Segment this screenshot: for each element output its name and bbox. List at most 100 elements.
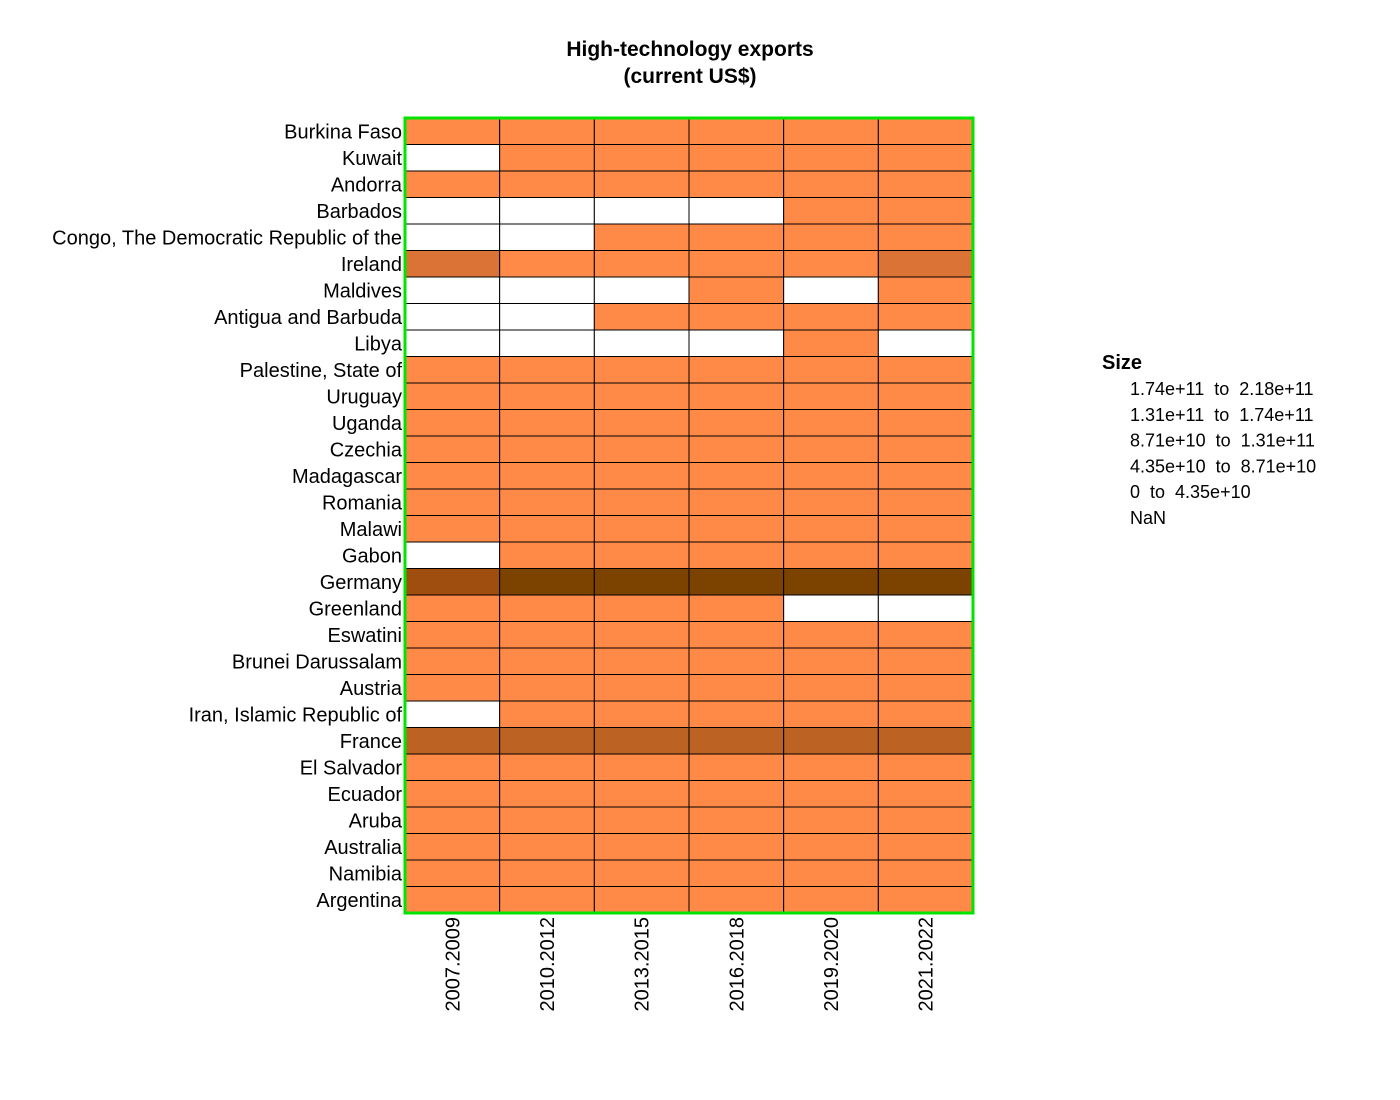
heatmap-cell <box>688 276 785 304</box>
heatmap-cell <box>688 250 785 278</box>
heatmap-cell <box>688 329 785 357</box>
heatmap-cell <box>877 409 974 437</box>
row-label: Eswatini <box>328 625 402 647</box>
heatmap-cell <box>499 144 595 172</box>
heatmap-cell <box>783 462 879 490</box>
heatmap-cell <box>404 250 501 278</box>
legend-item: NaN <box>1130 508 1166 528</box>
heatmap-cell <box>688 621 785 649</box>
heatmap-cell <box>688 515 785 543</box>
heatmap-cell <box>688 197 785 225</box>
heatmap-cell <box>404 700 501 728</box>
heatmap-cell <box>688 859 785 887</box>
heatmap-cell <box>783 382 879 410</box>
row-label: Antigua and Barbuda <box>214 307 403 329</box>
heatmap-cell <box>783 329 879 357</box>
heatmap-cell <box>593 435 690 463</box>
legend-item: 8.71e+10 to 1.31e+11 <box>1130 431 1315 451</box>
heatmap-cell <box>499 435 595 463</box>
heatmap-cell <box>593 197 690 225</box>
heatmap-cell <box>688 806 785 834</box>
row-label: Greenland <box>309 598 402 620</box>
heatmap-cell <box>783 303 879 331</box>
heatmap-cell <box>877 833 974 861</box>
heatmap-cell <box>404 329 501 357</box>
heatmap-cell <box>593 594 690 622</box>
heatmap-cell <box>593 250 690 278</box>
heatmap-cell <box>877 356 974 384</box>
heatmap-cell <box>593 303 690 331</box>
heatmap-cell <box>783 594 879 622</box>
legend-item: 4.35e+10 to 8.71e+10 <box>1130 456 1316 476</box>
heatmap-cell <box>783 170 879 198</box>
column-label: 2016.2018 <box>726 917 748 1012</box>
heatmap-cell <box>499 197 595 225</box>
row-label: Libya <box>354 333 403 355</box>
heatmap-cell <box>877 197 974 225</box>
heatmap-cell <box>499 250 595 278</box>
heatmap-cell <box>593 674 690 702</box>
heatmap-cell <box>593 727 690 755</box>
heatmap-cell <box>499 117 595 145</box>
heatmap-cell <box>593 859 690 887</box>
column-label: 2021.2022 <box>916 917 938 1012</box>
heatmap-cell <box>877 462 974 490</box>
heatmap-cell <box>404 488 501 516</box>
heatmap-cell <box>404 144 501 172</box>
heatmap-cell <box>877 488 974 516</box>
heatmap-cell <box>783 621 879 649</box>
heatmap-cell <box>404 594 501 622</box>
heatmap-cell <box>877 568 974 596</box>
heatmap-cell <box>688 886 785 914</box>
heatmap-cell <box>404 674 501 702</box>
heatmap-cell <box>688 409 785 437</box>
heatmap-cell <box>783 356 879 384</box>
row-label: Palestine, State of <box>240 360 403 382</box>
heatmap-cell <box>877 117 974 145</box>
column-labels: 2007.2009 2010.2012 2013.2015 2016.2018 2019… <box>442 917 937 1012</box>
heatmap-cell <box>783 780 879 808</box>
heatmap-cell <box>404 806 501 834</box>
heatmap-cell <box>404 568 501 596</box>
row-labels: Burkina Faso Kuwait Andorra Barbados Congo, … <box>52 121 403 912</box>
heatmap-cell <box>499 541 595 569</box>
heatmap-cell <box>499 515 595 543</box>
row-label: Andorra <box>331 174 403 196</box>
heatmap-cell <box>593 515 690 543</box>
heatmap-cell <box>593 806 690 834</box>
heatmap-cell <box>404 859 501 887</box>
heatmap-cell <box>404 541 501 569</box>
heatmap-cell <box>593 886 690 914</box>
heatmap-cell <box>499 859 595 887</box>
heatmap-cell <box>783 276 879 304</box>
heatmap-cell <box>593 170 690 198</box>
row-label: Madagascar <box>292 466 402 488</box>
plot-border <box>403 116 975 915</box>
heatmap-cell <box>404 727 501 755</box>
heatmap-cell <box>877 674 974 702</box>
legend-title: Size <box>1102 352 1142 374</box>
heatmap-cell <box>688 833 785 861</box>
heatmap-cell <box>688 170 785 198</box>
heatmap-cell <box>499 356 595 384</box>
heatmap-cell <box>783 435 879 463</box>
row-label: Aruba <box>349 810 403 832</box>
column-label: 2010.2012 <box>537 917 559 1012</box>
heatmap-cell <box>877 223 974 251</box>
heatmap-cell <box>404 647 501 675</box>
heatmap-cell <box>499 780 595 808</box>
legend-item: 0 to 4.35e+10 <box>1130 482 1251 502</box>
heatmap-cell <box>877 700 974 728</box>
row-label: El Salvador <box>300 757 403 779</box>
row-label: Brunei Darussalam <box>232 651 402 673</box>
heatmap-cell <box>783 753 879 781</box>
row-label: Australia <box>324 837 403 859</box>
heatmap-cell <box>783 886 879 914</box>
heatmap-cells <box>404 117 974 914</box>
heatmap-cell <box>404 753 501 781</box>
legend: Size 1.74e+11 to 2.18e+11 1.31e+11 to 1.7… <box>1102 352 1316 528</box>
column-label: 2007.2009 <box>442 917 464 1012</box>
heatmap-cell <box>783 223 879 251</box>
heatmap-cell <box>499 700 595 728</box>
heatmap-cell <box>404 303 501 331</box>
